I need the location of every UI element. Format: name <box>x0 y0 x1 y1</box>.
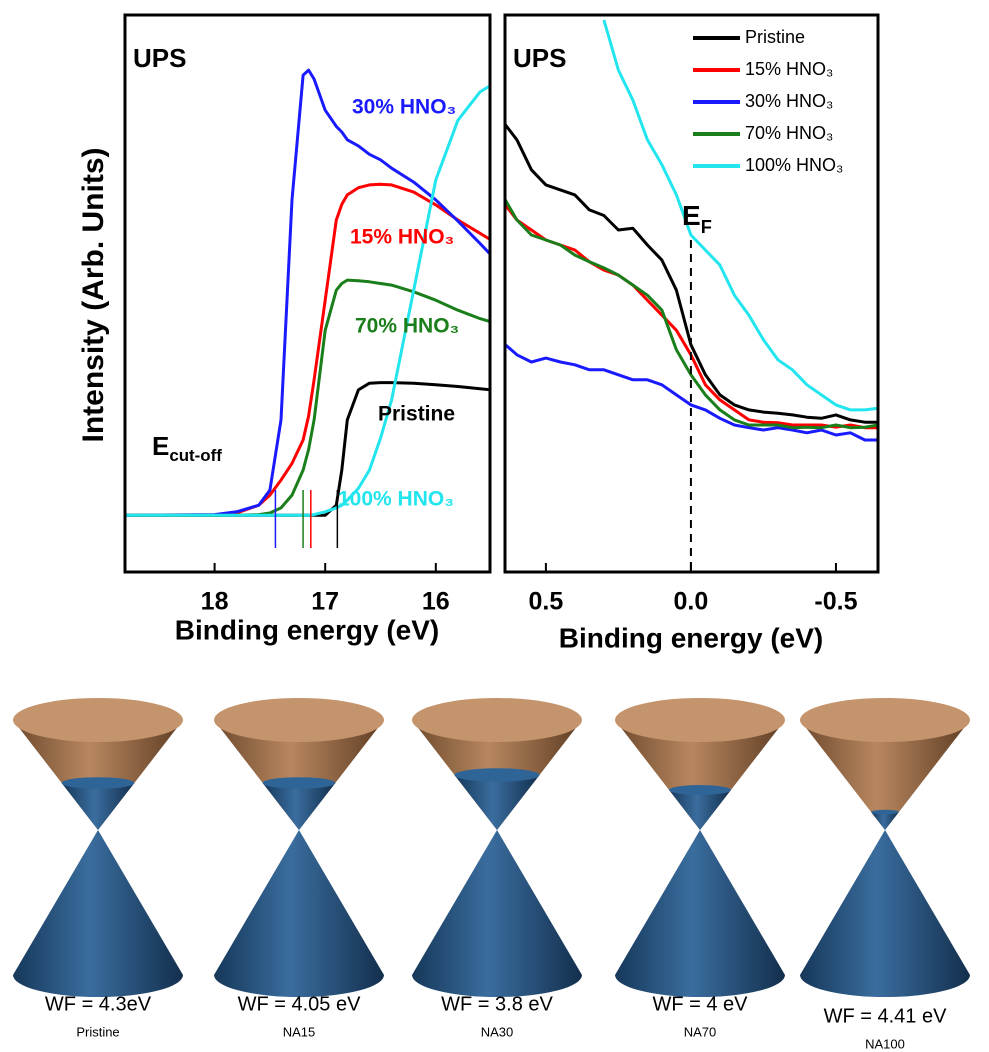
data-line <box>505 199 878 430</box>
y-axis-title: Intensity (Arb. Units) <box>77 147 110 442</box>
plot-frame <box>123 13 492 574</box>
fermi-disk <box>262 777 336 789</box>
series-label: 70% HNO₃ <box>355 315 459 338</box>
data-line <box>602 19 878 412</box>
series-label: 100% HNO₃ <box>338 488 454 511</box>
filled-cone <box>871 812 899 830</box>
sample-name: NA70 <box>684 1024 717 1039</box>
legend-label: 15% HNO₃ <box>745 59 833 79</box>
annotation: UPS <box>133 43 186 73</box>
upper-cone <box>13 720 183 830</box>
lower-cone <box>800 830 970 997</box>
legend-label: 30% HNO₃ <box>745 91 833 111</box>
filled-cone <box>61 783 135 830</box>
x-tick-label: 18 <box>201 588 229 616</box>
wf-label: WF = 4.41 eV <box>824 1005 947 1027</box>
series-label: 15% HNO₃ <box>350 226 454 249</box>
cone-group <box>615 698 785 997</box>
cone-top <box>214 698 384 742</box>
cutoff-label-sub: cut-off <box>169 447 222 466</box>
cone-top <box>412 698 582 742</box>
x-axis-title: Binding energy (eV) <box>559 622 823 653</box>
data-line <box>505 343 878 442</box>
x-tick-label: 0.0 <box>674 588 709 616</box>
sample-name: Pristine <box>76 1024 119 1039</box>
lower-cone <box>13 830 183 997</box>
cone-top <box>13 698 183 742</box>
x-tick-label: 16 <box>422 588 450 616</box>
series-label: Pristine <box>378 403 455 426</box>
data-line <box>126 278 490 517</box>
data-line <box>126 84 490 517</box>
cone-group <box>214 698 384 997</box>
plot-area <box>126 68 490 517</box>
sample-name: NA30 <box>481 1024 514 1039</box>
fermi-disk <box>871 809 899 815</box>
filled-cone <box>262 783 336 830</box>
legend-label: 100% HNO₃ <box>745 155 843 175</box>
upper-cone <box>615 720 785 830</box>
wf-label: WF = 4 eV <box>652 993 748 1015</box>
cone-group <box>13 698 183 997</box>
upper-cone <box>800 720 970 830</box>
cone-top <box>800 698 970 742</box>
filled-cone <box>454 775 540 830</box>
x-axis-title: Binding energy (eV) <box>175 614 439 645</box>
cone-group <box>800 698 970 997</box>
x-tick-label: 17 <box>311 588 339 616</box>
sample-name: NA15 <box>283 1024 316 1039</box>
wf-label: WF = 4.3eV <box>45 993 152 1015</box>
cone-group <box>412 698 582 997</box>
cutoff-label-main: E <box>152 431 169 461</box>
fermi-disk <box>61 777 135 789</box>
upper-cone <box>214 720 384 830</box>
legend-label: Pristine <box>745 27 805 47</box>
x-tick-label: 0.5 <box>529 588 564 616</box>
fermi-disk <box>669 785 731 795</box>
fermi-disk <box>454 768 540 782</box>
cutoff-label: Ecut-off <box>152 431 222 466</box>
series-label: 30% HNO₃ <box>352 96 456 119</box>
fermi-label-sub: F <box>701 217 712 237</box>
wf-label: WF = 3.8 eV <box>441 993 553 1015</box>
fermi-label: EF <box>682 200 712 236</box>
data-line <box>126 182 490 517</box>
cone-top <box>615 698 785 742</box>
x-tick-label: -0.5 <box>814 588 857 616</box>
lower-cone <box>615 830 785 997</box>
legend-label: 70% HNO₃ <box>745 123 833 143</box>
filled-cone <box>669 790 731 830</box>
wf-label: WF = 4.05 eV <box>238 993 361 1015</box>
lower-cone <box>214 830 384 997</box>
fermi-label-main: E <box>682 200 701 231</box>
sample-name: NA100 <box>865 1036 905 1051</box>
annotation: UPS <box>513 43 566 73</box>
lower-cone <box>412 830 582 997</box>
data-line <box>126 68 490 517</box>
